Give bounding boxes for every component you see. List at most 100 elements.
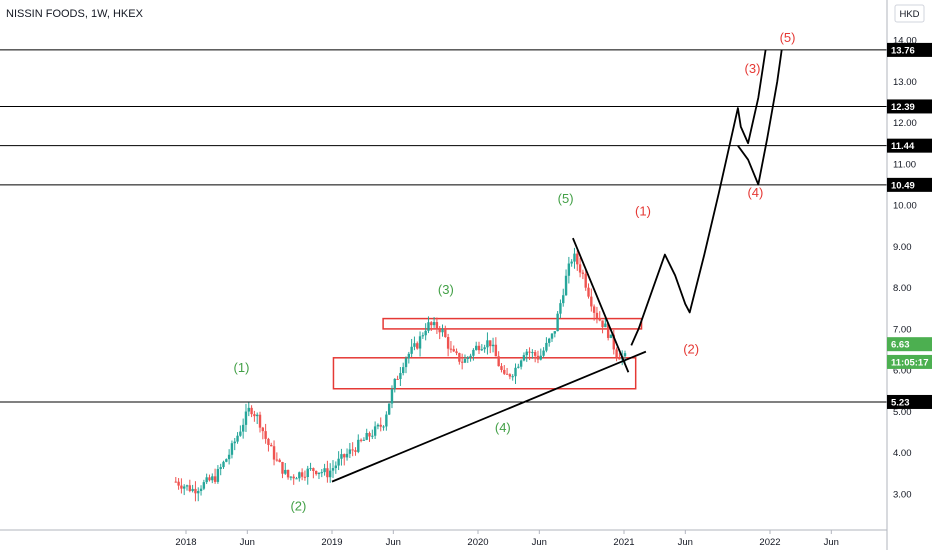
candle-body [320,472,323,474]
wave-labels: (1) (2) (3) (4) (5) (1) (2) (3) (4) (5) [234,30,796,513]
candle-body [505,373,509,375]
candle-body [556,313,559,332]
candle-body [373,426,377,436]
candle-body [432,322,436,326]
candle-body [309,468,312,470]
candle-body [295,478,298,480]
candle-body [606,323,610,338]
candle-body [480,349,484,351]
candle-body [306,468,309,478]
candle-body [174,481,177,483]
candle-body [455,351,458,354]
y-tick-label: 5.00 [893,407,912,418]
candle-body [233,441,236,444]
candle-body [393,378,396,390]
candle-body [612,334,615,350]
candle-body [559,303,562,314]
candle-body [435,322,439,330]
candle-body [261,427,265,432]
candle-body [486,340,489,348]
wave-label: (1) [234,360,250,375]
candle-body [441,328,444,333]
candle-body [567,263,571,276]
candle-body [357,439,360,452]
candle-body [399,373,402,379]
candle-body [458,353,461,362]
candle-body [298,472,301,479]
candle-body [244,411,248,425]
candle-body [584,273,587,288]
trendlines[interactable] [331,237,647,483]
candle-body [385,414,388,427]
candle-body [539,355,542,360]
candle-body [444,328,447,338]
candle-body [601,320,604,328]
candle-body [194,488,197,494]
wave-label: (2) [683,342,699,357]
candle-body [472,349,475,356]
candle-body [183,486,186,489]
candle-body [199,488,203,491]
candle-body [497,356,500,367]
candle-body [590,296,593,307]
x-tick-label: Jun [824,537,839,548]
candle-body [396,378,399,380]
price-tag-label: 13.76 [891,45,915,56]
candle-body [469,355,472,358]
projection-drawing[interactable] [630,49,783,346]
price-tag-label: 11:05:17 [891,357,929,368]
candle-body [275,459,279,461]
candle-body [424,330,427,336]
candle-body [197,490,200,494]
candle-body [609,334,613,338]
candle-body [421,335,425,337]
candle-body [430,322,433,326]
candle-body [500,366,503,370]
candle-body [365,433,368,440]
y-tick-label: 9.00 [893,242,912,253]
candle-body [264,431,267,439]
candle-body [292,476,295,479]
candle-body [354,450,357,452]
range-box [382,317,643,330]
wave-label: (3) [438,282,454,297]
time-axis[interactable]: 2018 Jun 2019 Jun 2020 Jun 2021 Jun 2022 Jun [175,530,839,548]
candle-body [438,329,441,333]
candle-body [241,424,245,432]
candle-body [387,403,391,415]
candle-body [236,435,239,442]
candle-body [463,358,467,363]
candle-body [331,468,335,471]
currency-button[interactable] [894,4,925,23]
candle-body [362,439,366,441]
price-tag-label: 12.39 [891,102,915,113]
candle-body [623,353,627,357]
candle-body [216,468,220,482]
candle-body [416,343,419,349]
candle-body [219,467,222,469]
candle-body [576,253,579,265]
candle-body [185,485,189,487]
candle-body [548,338,551,343]
candle-body [239,431,242,436]
x-tick-label: 2019 [321,537,342,548]
horizontal-levels[interactable] [0,49,887,403]
candle-body [407,353,411,359]
currency-label: HKD [899,9,919,20]
y-tick-label: 7.00 [893,324,912,335]
candle-body [329,470,332,478]
y-tick-label: 4.00 [893,448,912,459]
candle-body [205,477,208,483]
price-tag [887,177,932,192]
price-tag [887,394,932,409]
price-axis[interactable]: 14.00 13.00 12.00 11.00 10.00 9.00 8.00 7.00 6.0… [893,36,917,501]
rectangle-drawings[interactable] [332,317,643,390]
candle-body [345,453,349,458]
candle-body [188,485,192,491]
candle-body [483,347,486,350]
candle-body [230,443,234,455]
candle-body [390,389,394,404]
candle-body [525,351,528,356]
